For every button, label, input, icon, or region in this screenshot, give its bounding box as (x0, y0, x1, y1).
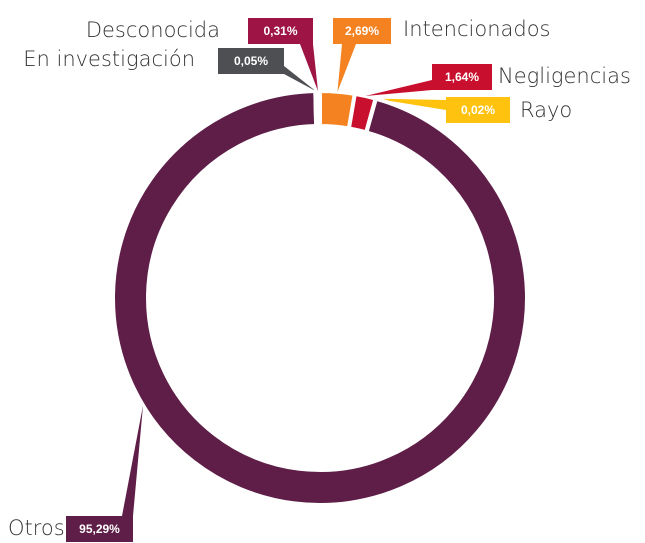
category-label: Desconocida (86, 18, 220, 42)
label-box (66, 516, 133, 542)
label-box (446, 97, 510, 123)
category-label: Rayo (520, 98, 572, 122)
category-label: En investigación (23, 47, 195, 71)
label-box (432, 64, 492, 90)
category-label: Negligencias (498, 64, 631, 88)
callout (122, 405, 144, 516)
label-box (333, 18, 391, 44)
value-label: 2,69% (345, 24, 379, 38)
callout (365, 80, 432, 97)
label-box (248, 18, 313, 44)
callout (284, 66, 316, 92)
value-label: 0,05% (234, 54, 268, 68)
value-label: 95,29% (79, 522, 120, 536)
value-label: 0,31% (263, 24, 297, 38)
callout (300, 44, 318, 92)
category-label: Otros (8, 516, 65, 540)
value-label: 1,64% (445, 70, 479, 84)
donut-segment (313, 88, 322, 129)
label-box (218, 48, 284, 74)
donut-segment (111, 89, 529, 507)
callout (337, 44, 356, 92)
category-label: Intencionados (403, 17, 551, 41)
callout (375, 98, 446, 110)
value-label: 0,02% (461, 103, 495, 117)
